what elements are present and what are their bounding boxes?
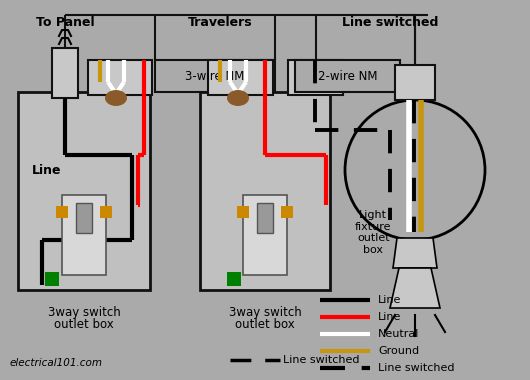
Text: Line: Line bbox=[378, 312, 401, 322]
Circle shape bbox=[345, 100, 485, 240]
Text: Travelers: Travelers bbox=[188, 16, 252, 28]
Bar bbox=[395, 65, 435, 100]
Bar bbox=[243, 195, 287, 275]
Bar bbox=[100, 206, 112, 218]
Bar bbox=[76, 203, 92, 233]
Text: 2-wire NM: 2-wire NM bbox=[318, 70, 377, 82]
Bar bbox=[62, 195, 106, 275]
Bar bbox=[52, 48, 78, 98]
Text: Line: Line bbox=[32, 163, 61, 176]
Ellipse shape bbox=[227, 90, 249, 106]
Text: Line switched: Line switched bbox=[283, 355, 359, 365]
Bar bbox=[45, 272, 59, 286]
Text: Line switched: Line switched bbox=[342, 16, 438, 28]
Text: Ground: Ground bbox=[378, 346, 419, 356]
Text: outlet box: outlet box bbox=[235, 318, 295, 331]
Text: Line: Line bbox=[378, 295, 401, 305]
Bar bbox=[257, 203, 273, 233]
Text: 3-wire NM: 3-wire NM bbox=[186, 70, 245, 82]
Text: To Panel: To Panel bbox=[36, 16, 94, 28]
Polygon shape bbox=[393, 238, 437, 268]
Bar bbox=[295, 60, 400, 92]
Bar bbox=[227, 272, 241, 286]
Ellipse shape bbox=[105, 90, 127, 106]
Text: Line switched: Line switched bbox=[378, 363, 455, 373]
Polygon shape bbox=[390, 268, 440, 308]
Text: 3way switch: 3way switch bbox=[228, 306, 302, 319]
Bar bbox=[208, 60, 273, 95]
Text: 3way switch: 3way switch bbox=[48, 306, 120, 319]
Bar bbox=[200, 92, 330, 290]
Text: electrical101.com: electrical101.com bbox=[10, 358, 103, 368]
Text: Neutral: Neutral bbox=[378, 329, 419, 339]
Text: Light
fixture
outlet
box: Light fixture outlet box bbox=[355, 210, 392, 255]
Bar bbox=[237, 206, 249, 218]
Bar bbox=[288, 60, 343, 95]
Bar bbox=[56, 206, 68, 218]
Bar bbox=[88, 60, 152, 95]
Text: outlet box: outlet box bbox=[54, 318, 114, 331]
Bar bbox=[155, 60, 275, 92]
Bar bbox=[18, 92, 150, 290]
Bar bbox=[281, 206, 293, 218]
